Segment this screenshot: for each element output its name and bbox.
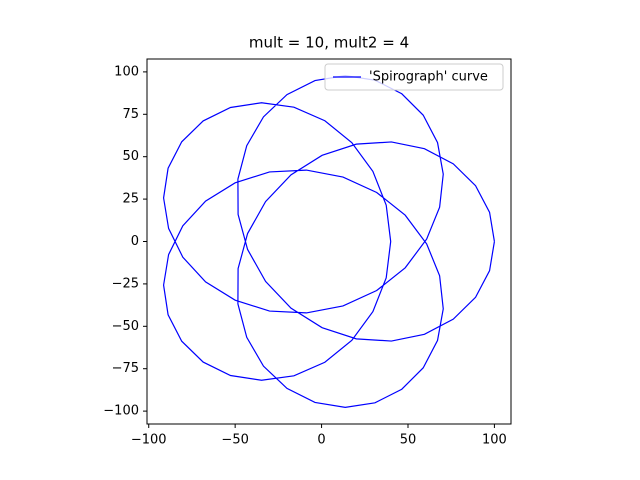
y-tick-label: 25 [122,192,139,207]
x-tick-label: 50 [400,433,417,448]
x-tick-label: −100 [131,433,167,448]
chart-title: mult = 10, mult2 = 4 [249,34,409,52]
y-tick-label: −50 [112,319,139,334]
y-tick-label: −75 [112,361,139,376]
y-tick-label: 75 [122,107,139,122]
legend-label: 'Spirograph' curve [369,70,488,85]
x-tick-label: 0 [317,433,325,448]
y-tick-label: −25 [112,276,139,291]
y-tick-label: 50 [122,149,139,164]
y-tick-label: 0 [131,234,139,249]
x-tick-label: −50 [221,433,248,448]
curve [162,75,496,408]
x-tick-label: 100 [482,433,507,448]
y-tick-label: 100 [114,64,139,79]
axes-frame [146,58,512,425]
y-tick-label: −100 [103,404,139,419]
legend-box [324,63,504,91]
